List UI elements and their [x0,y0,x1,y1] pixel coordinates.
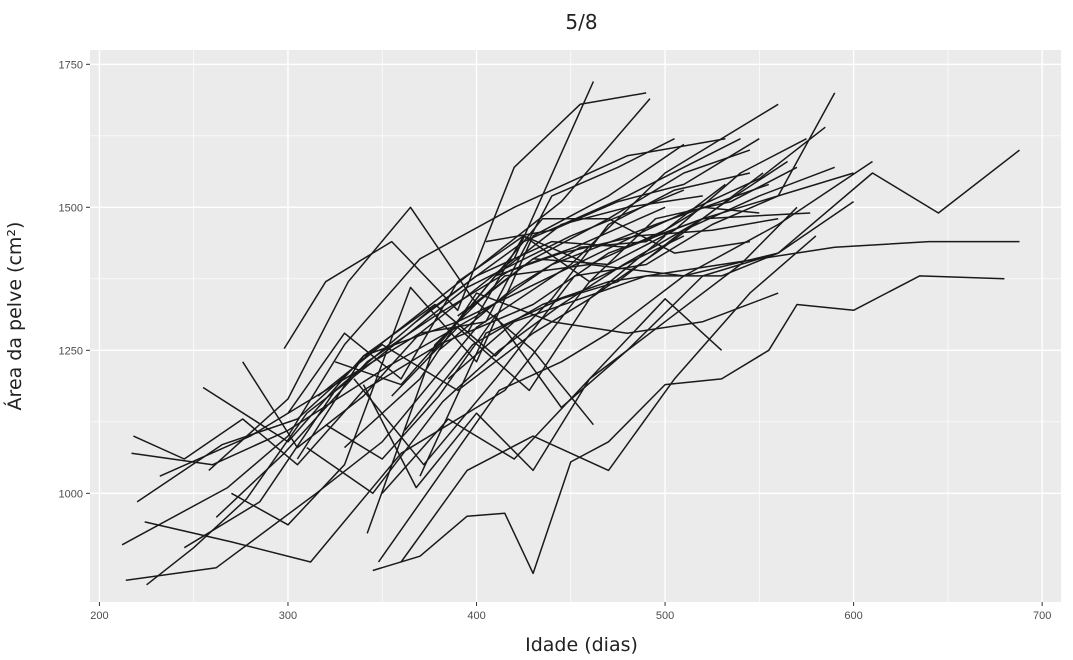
gridlines [90,50,1061,602]
series-line [494,195,703,277]
series-line [447,252,779,380]
x-tick-label: 500 [656,610,674,622]
x-tick-label: 400 [467,610,485,622]
series-line [136,98,651,503]
series-line [377,160,873,563]
y-tick-label: 1250 [59,345,83,357]
series-line [317,235,666,397]
series-line [287,183,726,414]
series-line [362,298,723,489]
series-line [353,92,836,466]
y-tick-label: 1750 [59,59,83,71]
series-line [391,160,789,397]
chart-title: 5/8 [565,10,598,34]
series-line [400,235,817,563]
x-tick-label: 600 [844,610,862,622]
y-axis-label: Área da pelve (cm²) [4,221,26,411]
series-line [283,92,647,349]
y-tick-label: 1000 [59,488,83,500]
series-line [121,137,726,546]
series-line [485,138,760,243]
series-line [372,275,1005,575]
series-line [419,166,835,477]
series-line [404,240,1020,431]
series-line [343,292,779,449]
series-line [208,206,594,471]
series-line [306,172,764,495]
series-line [159,81,595,477]
x-tick-label: 700 [1033,610,1051,622]
axes: 200 300 400 500 600 700 1000 1250 1500 1750 [59,59,1052,622]
series-line [415,172,854,323]
series-line [475,217,751,300]
x-tick-label: 200 [90,610,108,622]
series-line [125,103,779,582]
series-line [183,138,741,549]
series-lines [121,81,1020,586]
x-axis-label: Idade (dias) [525,634,638,656]
series-line [296,172,751,460]
series-line [457,138,807,317]
series-line [131,183,770,466]
series-line [231,143,685,526]
series-line [438,206,760,351]
x-tick-label: 300 [279,610,297,622]
series-line [381,206,798,494]
y-tick-label: 1500 [59,202,83,214]
series-line [146,189,685,586]
